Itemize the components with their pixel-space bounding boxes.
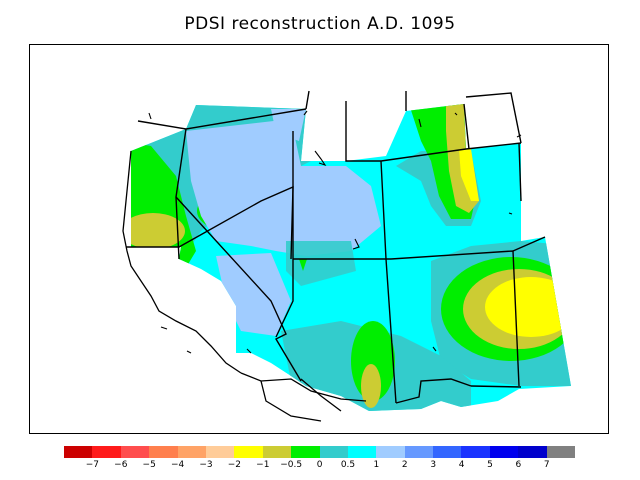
lake-utah bbox=[352, 238, 360, 250]
scale-swatch bbox=[177, 446, 206, 458]
scale-tick-label: −7 bbox=[85, 460, 100, 470]
border-mt-north bbox=[305, 90, 310, 110]
scale-tick-label: 1 bbox=[373, 460, 380, 470]
scale-swatch bbox=[404, 446, 434, 458]
scale-tick-label: 3 bbox=[430, 460, 437, 470]
scale-swatch bbox=[149, 446, 178, 458]
pdsi-field bbox=[131, 104, 571, 411]
scale-tick-label: 0 bbox=[316, 460, 323, 470]
water-features bbox=[148, 110, 522, 354]
color-scale-labels: −7 −6 −5 −4 −3 −2 −1 −0.5 0 0.5 1 2 3 4 5 6 7 bbox=[0, 460, 640, 474]
scale-tick-label: 2 bbox=[401, 460, 408, 470]
lake-mt bbox=[418, 118, 422, 128]
scale-swatch bbox=[319, 446, 348, 458]
scale-swatch bbox=[234, 446, 263, 458]
salton-sea bbox=[246, 348, 252, 354]
coastline bbox=[122, 150, 367, 422]
scale-swatch bbox=[64, 446, 93, 458]
scale-swatch bbox=[376, 446, 405, 458]
color-scale-bar bbox=[64, 446, 576, 458]
lake-sd bbox=[508, 212, 513, 215]
state-boundaries bbox=[126, 90, 546, 404]
scale-tick-label: −0.5 bbox=[280, 460, 303, 470]
field-utah-teal bbox=[286, 241, 356, 286]
scale-tick-label: 4 bbox=[458, 460, 465, 470]
field-az-green bbox=[299, 259, 307, 271]
field-basin-lightblue bbox=[186, 119, 381, 256]
scale-swatch bbox=[291, 446, 320, 458]
channel-island-2 bbox=[160, 326, 168, 330]
lake-mt-2 bbox=[454, 112, 458, 116]
lake-nm bbox=[432, 346, 437, 352]
border-nv-ut bbox=[275, 131, 294, 338]
scale-swatch bbox=[518, 446, 547, 458]
field-plains-yellow bbox=[485, 277, 571, 337]
scale-swatch bbox=[546, 446, 576, 458]
scale-swatch bbox=[489, 446, 519, 458]
border-wy-co bbox=[380, 160, 397, 404]
map-title: PDSI reconstruction A.D. 1095 bbox=[184, 14, 456, 34]
border-id-wy bbox=[345, 101, 381, 162]
scale-swatch bbox=[433, 446, 462, 458]
scale-tick-label: −2 bbox=[227, 460, 242, 470]
island-1 bbox=[148, 112, 152, 120]
border-nd-sd bbox=[463, 103, 470, 150]
border-mt-wy bbox=[380, 142, 522, 162]
lake-id bbox=[303, 110, 308, 116]
field-west-olive bbox=[131, 213, 185, 249]
scale-tick-label: −6 bbox=[114, 460, 128, 470]
scale-tick-label: −4 bbox=[170, 460, 185, 470]
border-ne-ks bbox=[512, 236, 546, 252]
channel-island-1 bbox=[186, 350, 192, 354]
scale-tick-label: 7 bbox=[543, 460, 550, 470]
border-nd-mn bbox=[465, 92, 522, 144]
field-north-lightblue bbox=[271, 109, 306, 141]
scale-swatch bbox=[92, 446, 121, 458]
pacific-coast bbox=[122, 150, 242, 374]
border-wa-or bbox=[137, 108, 307, 130]
scale-swatch bbox=[461, 446, 490, 458]
scale-tick-label: −1 bbox=[256, 460, 270, 470]
scale-swatch bbox=[347, 446, 377, 458]
baja-coast bbox=[260, 380, 322, 422]
field-south-olive bbox=[361, 364, 381, 408]
scale-tick-label: −5 bbox=[142, 460, 156, 470]
gulf-coast bbox=[300, 378, 342, 412]
scale-tick-label: 6 bbox=[515, 460, 522, 470]
scale-swatch bbox=[262, 446, 292, 458]
mexico-border bbox=[240, 372, 367, 402]
great-salt-lake bbox=[314, 150, 327, 167]
scale-tick-label: 0.5 bbox=[340, 460, 356, 470]
lake-mn bbox=[516, 134, 522, 138]
scale-swatch bbox=[205, 446, 235, 458]
map-frame bbox=[29, 44, 609, 434]
field-mt-yellow bbox=[459, 149, 479, 201]
border-nm-tx bbox=[395, 378, 472, 404]
border-sd-east bbox=[518, 142, 522, 202]
scale-tick-label: −3 bbox=[199, 460, 213, 470]
scale-tick-label: 5 bbox=[487, 460, 493, 470]
pdsi-map bbox=[122, 90, 571, 422]
border-tx-ok bbox=[470, 385, 522, 388]
scale-swatch bbox=[120, 446, 150, 458]
border-ca-nv-south bbox=[175, 196, 302, 382]
